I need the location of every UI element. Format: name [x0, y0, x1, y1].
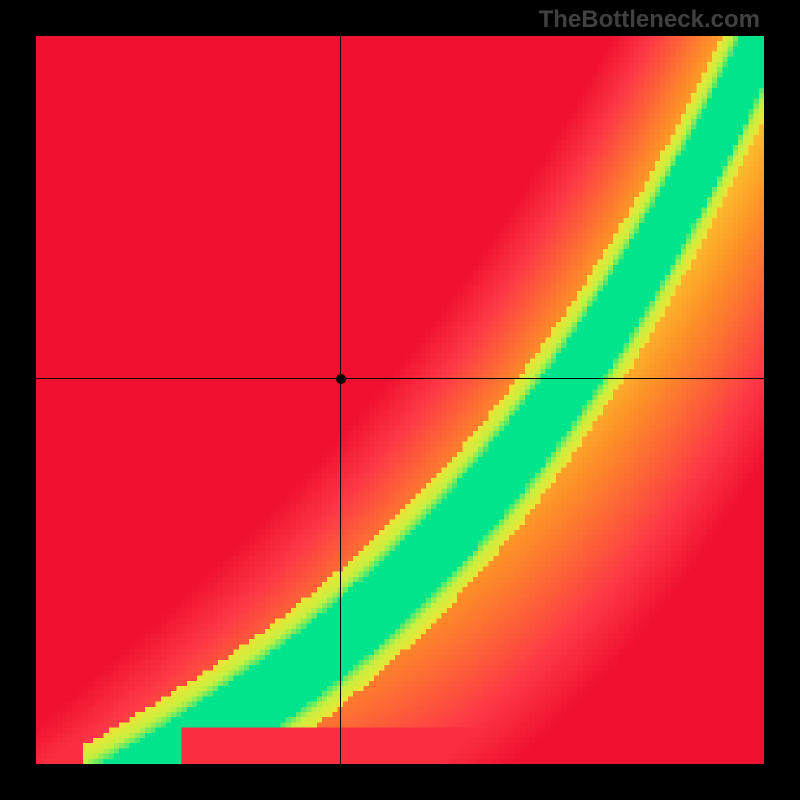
crosshair-horizontal	[36, 378, 764, 379]
bottleneck-heatmap	[36, 36, 764, 764]
crosshair-vertical	[340, 36, 341, 764]
crosshair-marker-dot	[336, 374, 346, 384]
watermark-text: TheBottleneck.com	[539, 6, 760, 34]
